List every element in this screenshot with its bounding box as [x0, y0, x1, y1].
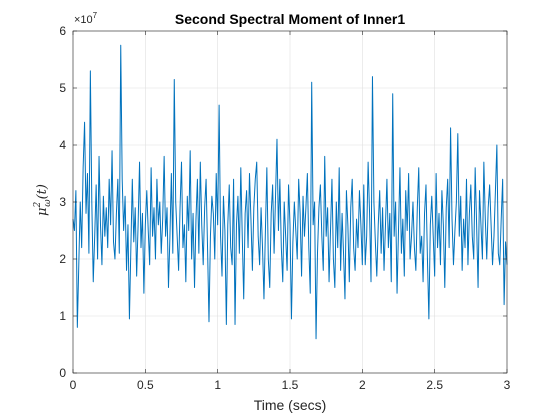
y-label-argument: (t): [35, 184, 50, 199]
y-label-subscript: ω: [43, 199, 53, 207]
y-tick-label: 6: [59, 24, 66, 38]
y-tick-label: 1: [59, 309, 66, 323]
y-exponent-base: ×10: [74, 14, 93, 26]
y-tick-label: 3: [59, 195, 66, 209]
x-axis: 0 0.5 1 1.5 2 2.5 3: [70, 31, 511, 392]
y-axis-label: μ2ω(t): [33, 184, 53, 216]
x-tick-label: 2: [359, 378, 366, 392]
y-axis: 0 1 2 3 4 5 6: [59, 24, 507, 380]
x-tick-label: 0: [70, 378, 77, 392]
chart-title: Second Spectral Moment of Inner1: [175, 11, 405, 27]
y-label-superscript: 2: [33, 202, 43, 209]
x-tick-label: 3: [504, 378, 511, 392]
series-layer: [72, 44, 508, 340]
y-tick-label: 0: [59, 366, 66, 380]
y-exponent-value: 7: [93, 11, 98, 20]
y-tick-label: 2: [59, 252, 66, 266]
x-axis-label: Time (secs): [254, 397, 327, 413]
y-exponent-label: ×107: [74, 11, 98, 26]
y-tick-label: 5: [59, 81, 66, 95]
y-tick-label: 4: [59, 138, 66, 152]
x-tick-label: 2.5: [426, 378, 443, 392]
x-tick-label: 1.5: [282, 378, 299, 392]
series-line: [72, 44, 508, 340]
y-label-base: μ: [35, 208, 50, 216]
x-tick-label: 0.5: [137, 378, 154, 392]
x-tick-label: 1: [214, 378, 221, 392]
